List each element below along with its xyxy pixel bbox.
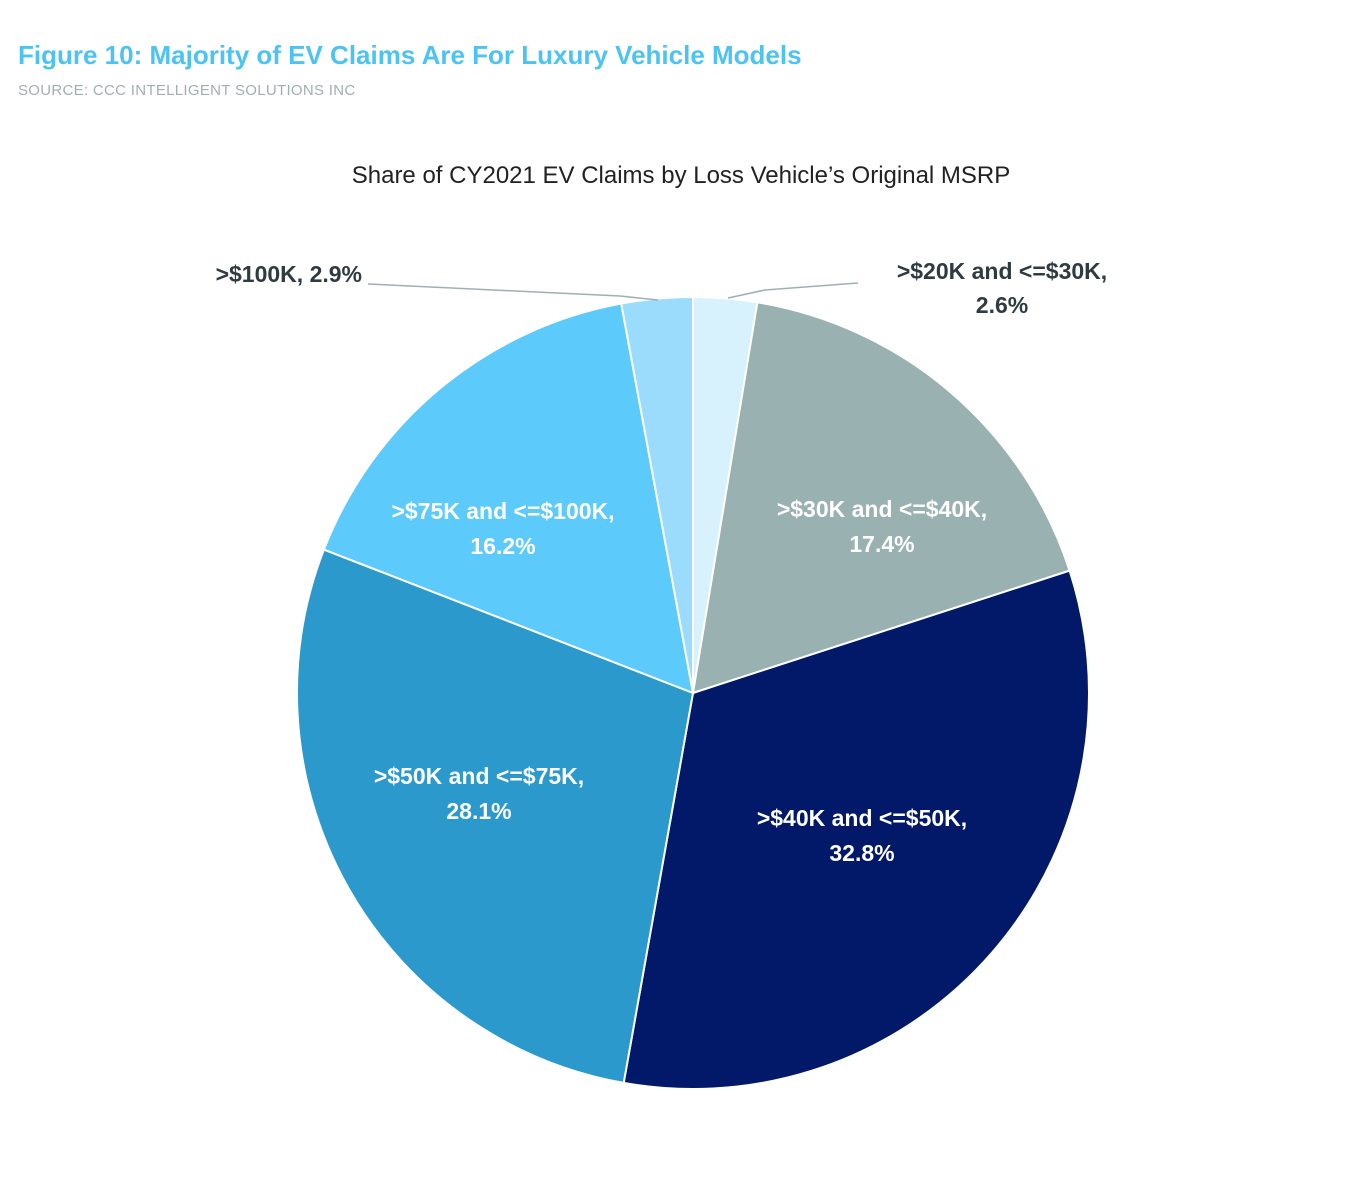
slice-label: >$100K, 2.9% — [216, 261, 362, 287]
leader-line — [727, 282, 859, 299]
pie-slice — [620, 295, 694, 694]
leader-line — [367, 283, 659, 301]
slice-value-label: 28.1% — [446, 798, 511, 824]
slice-value-label: 17.4% — [849, 531, 914, 557]
slice-value-label: 2.6% — [976, 292, 1028, 318]
slice-value-label: 32.8% — [829, 840, 894, 866]
slice-label: >$30K and <=$40K, — [777, 496, 987, 522]
slice-value-label: 16.2% — [470, 533, 535, 559]
leader-lines — [367, 282, 859, 301]
slice-label: >$20K and <=$30K, — [897, 258, 1107, 284]
slice-label: >$75K and <=$100K, — [391, 498, 614, 524]
pie-slice — [296, 548, 695, 1085]
pie-slice — [622, 569, 1090, 1090]
figure-title: Figure 10: Majority of EV Claims Are For… — [18, 40, 802, 70]
pie-slice — [322, 302, 695, 695]
figure-source: SOURCE: CCC INTELLIGENT SOLUTIONS INC — [18, 82, 356, 99]
slice-label: >$40K and <=$50K, — [757, 805, 967, 831]
chart-title: Share of CY2021 EV Claims by Loss Vehicl… — [352, 162, 1011, 189]
slice-labels: >$20K and <=$30K, 2.6% >$30K and <=$40K, 17… — [216, 258, 1108, 866]
pie-slice — [691, 301, 1071, 695]
pie-slices — [296, 295, 1090, 1090]
slice-label: >$50K and <=$75K, — [374, 763, 584, 789]
